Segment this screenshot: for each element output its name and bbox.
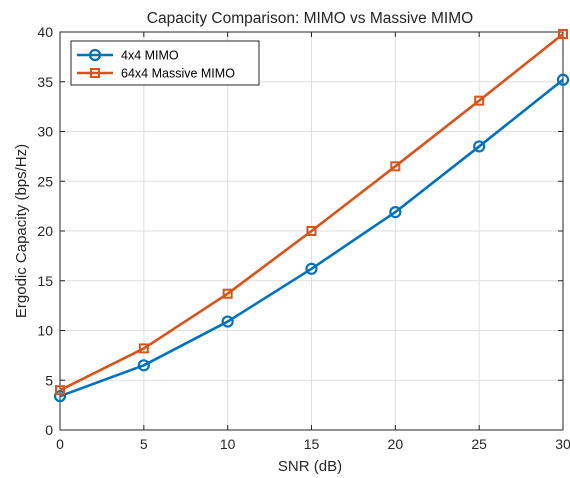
series-2	[55, 28, 568, 396]
series-line	[59, 32, 564, 392]
data-point	[306, 226, 317, 236]
series-1	[53, 73, 570, 403]
data-point	[474, 95, 485, 106]
x-tick-label: 0	[56, 436, 64, 452]
x-axis-title: SNR (dB)	[278, 458, 342, 475]
legend-marker	[88, 48, 102, 62]
data-point	[556, 73, 570, 86]
y-tick-label: 5	[45, 372, 53, 388]
data-point	[389, 205, 402, 219]
data-point	[473, 140, 486, 153]
y-tick-label: 20	[37, 223, 53, 239]
data-point	[55, 385, 65, 396]
data-point	[137, 359, 150, 372]
series-layer	[53, 28, 570, 403]
y-tick-label: 25	[37, 173, 53, 189]
x-tick-label: 20	[388, 436, 404, 452]
x-tick-label: 10	[220, 436, 236, 452]
series-line	[59, 78, 564, 398]
data-point	[53, 390, 67, 403]
x-tick-label: 15	[304, 436, 320, 452]
x-tick-label: 30	[555, 436, 570, 452]
data-point	[138, 343, 149, 354]
legend: 4x4 MIMO 64x4 Massive MIMO	[70, 40, 260, 86]
y-tick-label: 30	[37, 124, 53, 140]
data-point	[221, 315, 234, 328]
y-tick-label: 40	[37, 24, 53, 40]
y-tick-label: 0	[45, 422, 53, 438]
legend-box	[70, 40, 260, 86]
axes: 0 5 10 15 20 25 30 0 5 10 15 20 25 30 35 40	[37, 24, 570, 452]
y-tick-label: 35	[37, 74, 53, 90]
data-point	[305, 262, 318, 275]
y-axis-title: Ergodic Capacity (bps/Hz)	[13, 144, 30, 318]
x-tick-label: 25	[471, 436, 487, 452]
legend-label: 64x4 Massive MIMO	[121, 67, 235, 81]
legend-marker	[90, 68, 100, 78]
data-point	[558, 28, 568, 39]
y-tick-label: 15	[37, 273, 53, 289]
chart-title: Capacity Comparison: MIMO vs Massive MIM…	[147, 10, 473, 27]
legend-label: 4x4 MIMO	[121, 49, 179, 63]
data-point	[390, 161, 401, 172]
x-tick-label: 5	[140, 436, 148, 452]
data-point	[222, 288, 233, 299]
y-tick-label: 10	[37, 323, 53, 339]
